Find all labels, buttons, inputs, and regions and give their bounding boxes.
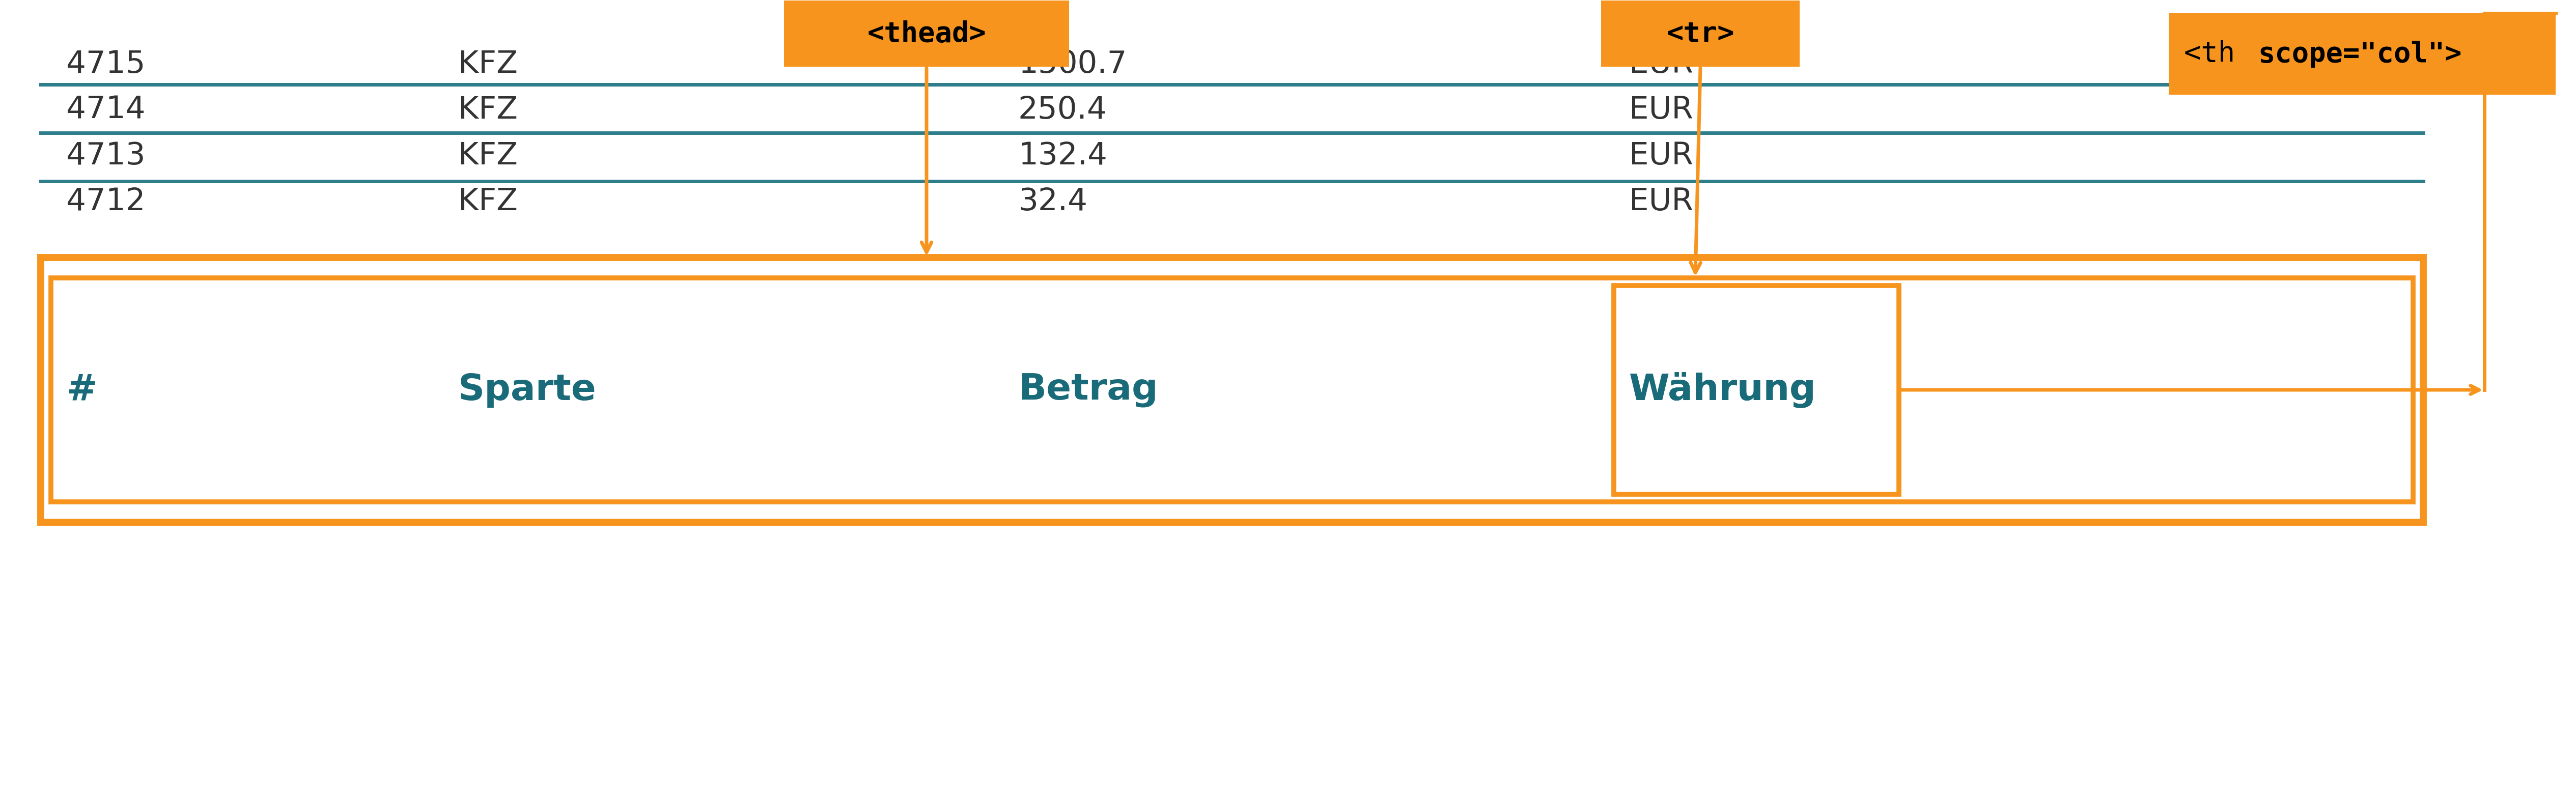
- Text: 4713: 4713: [67, 141, 144, 171]
- Text: EUR: EUR: [1628, 141, 1692, 171]
- Bar: [783, 1, 1069, 67]
- Text: KFZ: KFZ: [459, 187, 518, 216]
- Bar: [2169, 13, 2555, 95]
- Text: scope="col">: scope="col">: [2257, 40, 2463, 67]
- Text: Betrag: Betrag: [1018, 372, 1159, 407]
- Text: EUR: EUR: [1628, 49, 1692, 79]
- Text: 4712: 4712: [67, 187, 144, 216]
- Text: KFZ: KFZ: [459, 49, 518, 79]
- Text: Währung: Währung: [1628, 372, 1816, 408]
- Text: 250.4: 250.4: [1018, 95, 1108, 125]
- Bar: [52, 278, 2414, 502]
- Text: EUR: EUR: [1628, 95, 1692, 125]
- Bar: [1613, 286, 1899, 494]
- Text: <th: <th: [2184, 40, 2251, 67]
- Text: 4715: 4715: [67, 49, 144, 79]
- Text: Sparte: Sparte: [459, 372, 598, 407]
- Text: Währung: Währung: [1628, 372, 1816, 408]
- Bar: [41, 257, 2424, 522]
- Text: <tr>: <tr>: [1667, 20, 1734, 47]
- Text: <thead>: <thead>: [868, 20, 987, 47]
- Text: 4714: 4714: [67, 95, 144, 125]
- Text: 132.4: 132.4: [1018, 141, 1108, 171]
- Bar: [1602, 1, 1801, 67]
- Text: KFZ: KFZ: [459, 141, 518, 171]
- Text: 32.4: 32.4: [1018, 187, 1087, 216]
- Text: #: #: [67, 372, 98, 407]
- Text: KFZ: KFZ: [459, 95, 518, 125]
- Text: 1500.7: 1500.7: [1018, 49, 1126, 79]
- Text: EUR: EUR: [1628, 187, 1692, 216]
